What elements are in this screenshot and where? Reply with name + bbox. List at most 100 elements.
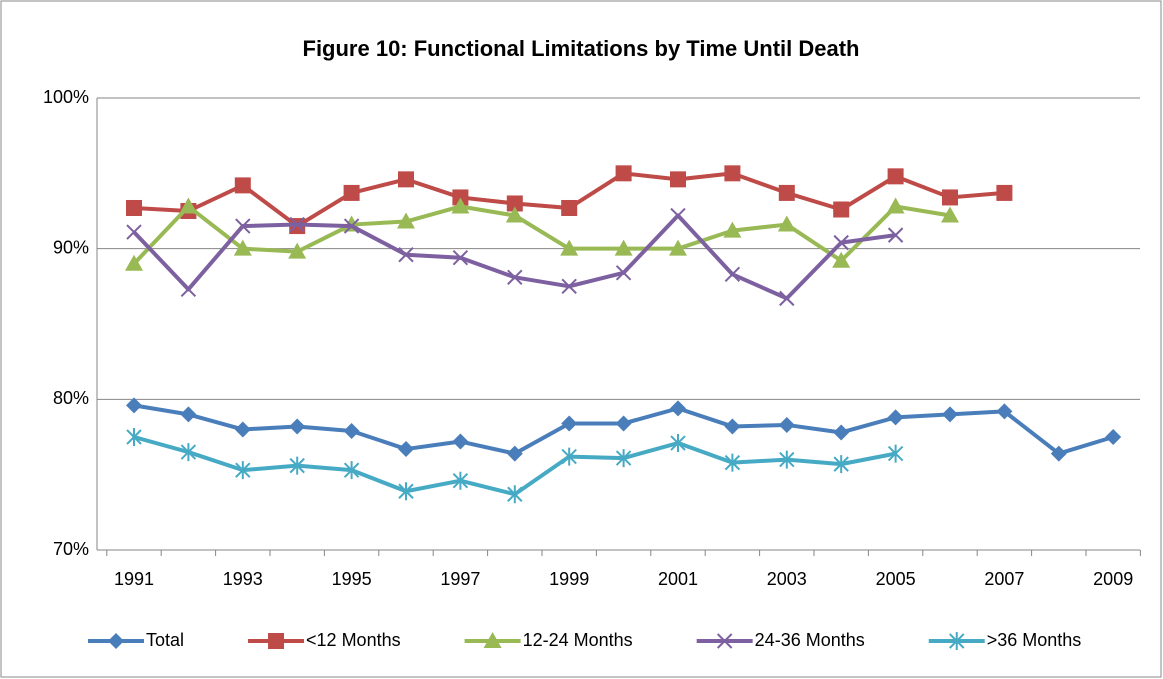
y-tick-label: 70% bbox=[53, 539, 89, 559]
marker bbox=[996, 184, 1013, 201]
marker bbox=[452, 471, 469, 490]
marker bbox=[887, 168, 904, 185]
marker bbox=[234, 421, 251, 438]
marker bbox=[778, 184, 795, 201]
marker bbox=[179, 197, 198, 214]
x-tick-label: 1999 bbox=[549, 569, 589, 589]
marker bbox=[833, 455, 849, 474]
x-tick-label: 2009 bbox=[1093, 569, 1133, 589]
marker bbox=[505, 206, 524, 223]
marker bbox=[615, 165, 632, 182]
marker bbox=[126, 428, 142, 446]
marker bbox=[887, 227, 904, 243]
marker bbox=[614, 239, 633, 256]
marker bbox=[832, 251, 851, 268]
marker bbox=[288, 242, 307, 259]
marker bbox=[670, 434, 686, 453]
marker bbox=[126, 224, 142, 240]
legend-label: 24-36 Months bbox=[755, 630, 865, 650]
marker bbox=[887, 409, 904, 426]
series-line bbox=[132, 204, 951, 266]
marker bbox=[126, 397, 142, 414]
marker bbox=[561, 199, 578, 216]
legend-label: Total bbox=[146, 630, 184, 650]
x-tick-label: 2005 bbox=[876, 569, 916, 589]
marker bbox=[289, 456, 305, 475]
marker bbox=[343, 218, 360, 234]
legend-label: >36 Months bbox=[987, 630, 1082, 650]
marker bbox=[615, 265, 632, 281]
marker bbox=[615, 415, 632, 432]
marker bbox=[833, 201, 850, 218]
marker bbox=[452, 189, 469, 206]
marker bbox=[887, 444, 904, 463]
marker bbox=[398, 482, 414, 501]
marker bbox=[670, 171, 686, 188]
marker bbox=[779, 450, 795, 469]
marker bbox=[561, 278, 577, 295]
marker bbox=[1105, 429, 1122, 445]
marker bbox=[561, 447, 577, 466]
marker bbox=[289, 216, 305, 233]
marker bbox=[779, 290, 795, 307]
marker bbox=[343, 461, 360, 480]
marker bbox=[180, 406, 197, 423]
marker bbox=[452, 433, 469, 450]
marker bbox=[833, 234, 849, 251]
marker bbox=[452, 249, 469, 266]
marker bbox=[670, 400, 686, 417]
legend-label: <12 Months bbox=[306, 630, 401, 650]
marker bbox=[268, 633, 285, 649]
x-tick-label: 2001 bbox=[658, 569, 698, 589]
x-tick-label: 2007 bbox=[984, 569, 1024, 589]
marker bbox=[483, 632, 502, 648]
marker bbox=[343, 184, 360, 201]
marker bbox=[1050, 445, 1067, 462]
marker bbox=[235, 461, 251, 480]
marker bbox=[724, 266, 741, 282]
marker bbox=[108, 633, 124, 649]
marker bbox=[942, 189, 958, 206]
marker bbox=[670, 207, 686, 224]
marker bbox=[397, 212, 415, 229]
marker bbox=[507, 485, 523, 504]
marker bbox=[561, 415, 578, 432]
marker bbox=[886, 197, 905, 214]
marker bbox=[778, 416, 795, 433]
marker bbox=[669, 239, 687, 256]
marker bbox=[507, 269, 523, 286]
chart-title: Figure 10: Functional Limitations by Tim… bbox=[303, 36, 860, 61]
marker bbox=[777, 215, 796, 232]
marker bbox=[724, 453, 741, 472]
y-tick-label: 80% bbox=[53, 388, 89, 408]
marker bbox=[180, 281, 197, 298]
marker bbox=[723, 221, 742, 238]
marker bbox=[506, 445, 523, 462]
x-tick-label: 1991 bbox=[114, 569, 154, 589]
marker bbox=[398, 171, 414, 188]
marker bbox=[235, 218, 251, 234]
marker bbox=[126, 199, 142, 216]
marker bbox=[941, 206, 959, 223]
marker bbox=[942, 406, 958, 423]
marker bbox=[996, 403, 1013, 420]
marker bbox=[180, 443, 197, 462]
marker bbox=[398, 246, 414, 263]
marker bbox=[234, 177, 251, 194]
x-tick-label: 1993 bbox=[223, 569, 263, 589]
x-tick-label: 1995 bbox=[332, 569, 372, 589]
x-tick-label: 1997 bbox=[440, 569, 480, 589]
marker bbox=[724, 418, 741, 435]
marker bbox=[716, 633, 733, 649]
marker bbox=[833, 424, 850, 441]
marker bbox=[233, 239, 252, 256]
marker bbox=[615, 449, 632, 468]
marker bbox=[506, 195, 523, 212]
marker bbox=[343, 422, 360, 439]
marker bbox=[289, 418, 306, 435]
marker bbox=[949, 632, 965, 650]
marker bbox=[560, 239, 579, 256]
marker bbox=[724, 165, 741, 182]
